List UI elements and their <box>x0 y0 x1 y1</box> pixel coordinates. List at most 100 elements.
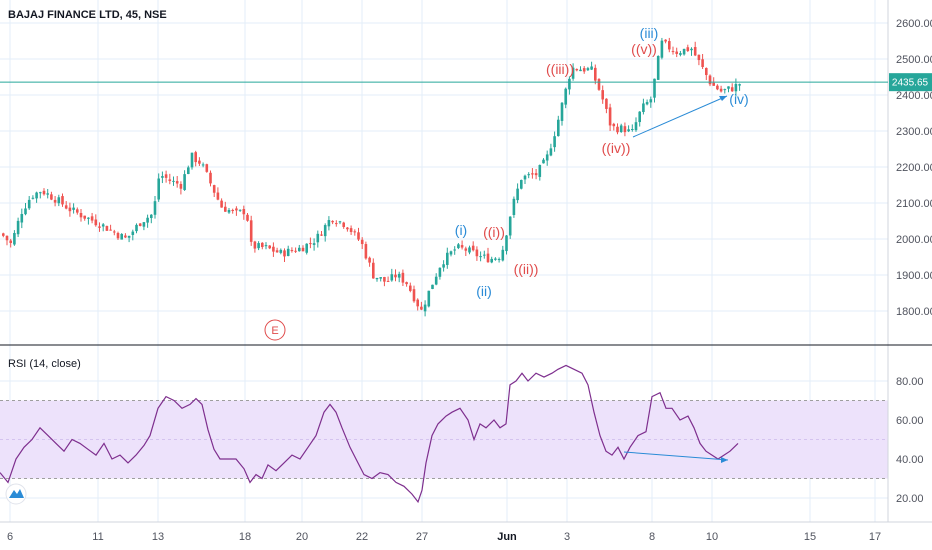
candle[interactable] <box>246 212 249 222</box>
candle[interactable] <box>634 117 638 132</box>
candle[interactable] <box>394 269 397 282</box>
candle[interactable] <box>412 285 416 303</box>
candle[interactable] <box>364 241 368 260</box>
candle[interactable] <box>127 235 131 243</box>
candle[interactable] <box>468 245 471 255</box>
candle[interactable] <box>227 207 231 214</box>
candle[interactable] <box>416 298 419 311</box>
candle[interactable] <box>716 84 719 91</box>
time-axis[interactable]: 6 11 13 18 20 22 27 Jun 3 8 10 15 17 <box>7 531 881 543</box>
candle[interactable] <box>309 237 312 249</box>
candle[interactable] <box>286 245 290 257</box>
candle[interactable] <box>357 227 360 242</box>
candle[interactable] <box>323 223 327 242</box>
candle[interactable] <box>83 215 86 221</box>
candle[interactable] <box>568 76 571 95</box>
tradingview-logo[interactable] <box>5 483 27 505</box>
candle[interactable] <box>656 55 660 80</box>
candle[interactable] <box>5 235 9 246</box>
candle[interactable] <box>268 245 271 250</box>
candle[interactable] <box>464 246 468 256</box>
candle[interactable] <box>457 243 460 250</box>
candle[interactable] <box>671 46 675 55</box>
candle[interactable] <box>534 168 538 180</box>
candle[interactable] <box>201 162 205 168</box>
candle[interactable] <box>212 184 216 197</box>
candle[interactable] <box>342 221 345 229</box>
candle[interactable] <box>668 37 671 53</box>
candle[interactable] <box>135 223 138 234</box>
candle[interactable] <box>719 85 723 93</box>
candle[interactable] <box>257 241 260 251</box>
earnings-marker[interactable] <box>264 319 286 341</box>
candle[interactable] <box>312 238 316 251</box>
candle[interactable] <box>168 173 172 185</box>
candle[interactable] <box>597 78 601 91</box>
candle[interactable] <box>712 77 715 86</box>
candle[interactable] <box>427 290 431 308</box>
candle[interactable] <box>346 226 349 232</box>
candle[interactable] <box>161 171 164 184</box>
candle[interactable] <box>390 268 394 282</box>
candle[interactable] <box>105 225 109 231</box>
rsi-series[interactable] <box>0 364 739 504</box>
candle[interactable] <box>701 53 704 70</box>
candle[interactable] <box>150 214 153 224</box>
candle[interactable] <box>109 224 112 231</box>
candle[interactable] <box>2 232 5 238</box>
candle[interactable] <box>679 50 682 57</box>
candle[interactable] <box>264 242 268 250</box>
candle[interactable] <box>172 176 175 186</box>
candle[interactable] <box>401 269 405 287</box>
candle[interactable] <box>79 209 83 222</box>
candle[interactable] <box>494 257 497 261</box>
candle[interactable] <box>531 168 534 179</box>
candle[interactable] <box>623 122 627 137</box>
candle[interactable] <box>327 216 331 231</box>
candle[interactable] <box>520 179 523 190</box>
candle[interactable] <box>375 277 379 282</box>
candle[interactable] <box>446 247 449 269</box>
candle[interactable] <box>198 157 201 166</box>
rsi-divergence-arrow[interactable] <box>623 451 729 463</box>
candle[interactable] <box>738 83 741 91</box>
candle[interactable] <box>527 172 530 179</box>
candle[interactable] <box>727 86 730 93</box>
candle[interactable] <box>42 188 46 196</box>
candle[interactable] <box>627 125 630 133</box>
candle[interactable] <box>39 191 42 199</box>
candle[interactable] <box>53 195 57 207</box>
candle[interactable] <box>431 284 434 290</box>
candle[interactable] <box>57 194 61 207</box>
candle[interactable] <box>693 41 697 57</box>
candle[interactable] <box>116 231 120 240</box>
candle[interactable] <box>409 282 412 293</box>
candle[interactable] <box>486 247 490 263</box>
candle[interactable] <box>179 181 183 195</box>
candle[interactable] <box>501 245 505 262</box>
candle[interactable] <box>705 67 708 81</box>
candle[interactable] <box>605 98 608 114</box>
candle[interactable] <box>697 54 701 66</box>
candle[interactable] <box>187 165 190 175</box>
candle[interactable] <box>560 102 564 126</box>
candle[interactable] <box>453 246 456 255</box>
candle[interactable] <box>631 124 634 132</box>
candlestick-series[interactable] <box>2 37 741 317</box>
candle[interactable] <box>405 281 408 287</box>
candle[interactable] <box>379 276 382 282</box>
candle[interactable] <box>608 103 612 132</box>
candle[interactable] <box>101 223 105 232</box>
candle[interactable] <box>545 150 549 166</box>
candle[interactable] <box>372 258 375 279</box>
candle[interactable] <box>242 205 246 220</box>
candle[interactable] <box>31 195 35 200</box>
candle[interactable] <box>549 143 553 157</box>
candle[interactable] <box>483 250 486 259</box>
candle[interactable] <box>353 229 357 236</box>
candle[interactable] <box>216 187 220 201</box>
candle[interactable] <box>442 260 445 272</box>
candle[interactable] <box>331 220 334 225</box>
candle[interactable] <box>368 256 371 267</box>
